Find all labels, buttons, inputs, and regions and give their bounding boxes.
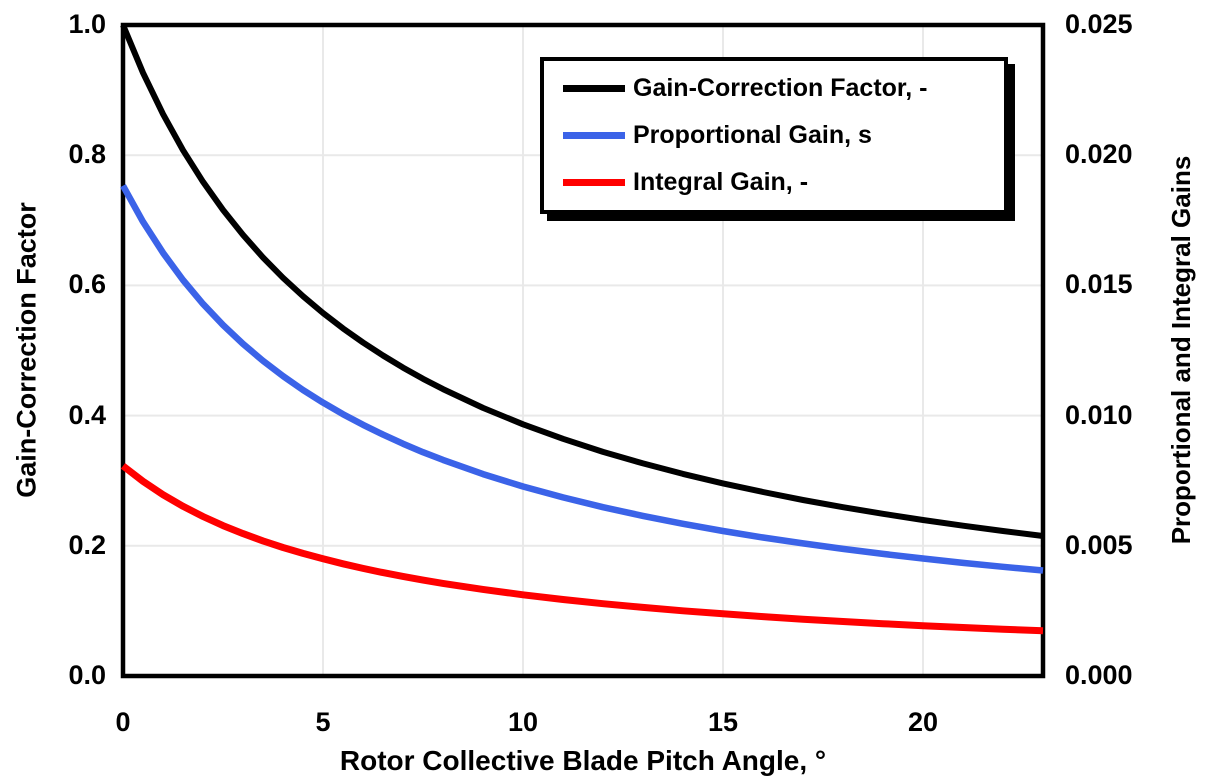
- x-tick-label: 10: [507, 706, 539, 737]
- legend-item-label: Gain-Correction Factor, -: [633, 74, 928, 102]
- right-y-tick-label: 0.005: [1065, 529, 1133, 560]
- left-y-tick-label: 0.4: [68, 399, 106, 430]
- right-y-tick-label: 0.020: [1065, 139, 1133, 170]
- left-y-tick-label: 0.6: [68, 269, 106, 300]
- right-y-tick-label: 0.010: [1065, 399, 1133, 430]
- x-tick-label: 5: [315, 706, 331, 737]
- series-lines: [120, 23, 1044, 635]
- legend-swatch-gain-correction-factor: [563, 85, 625, 92]
- x-tick-label: 0: [115, 706, 131, 737]
- left-y-tick-label: 0.2: [68, 529, 106, 560]
- left-axis-title: Gain-Correction Factor: [11, 202, 42, 498]
- right-y-tick-label: 0.015: [1065, 269, 1133, 300]
- legend-item: Integral Gain, -: [563, 167, 1004, 199]
- legend: Gain-Correction Factor, - Proportional Ga…: [540, 57, 1008, 214]
- right-y-tick-label: 0.000: [1065, 659, 1133, 690]
- legend-item-label: Integral Gain, -: [633, 168, 809, 196]
- legend-item: Proportional Gain, s: [563, 120, 1004, 152]
- x-tick-label: 15: [707, 706, 739, 737]
- legend-swatch-proportional-gain-s: [563, 132, 625, 139]
- x-tick-label: 20: [907, 706, 939, 737]
- left-y-tick-label: 0.8: [68, 139, 106, 170]
- gain-correction-factor-line: [120, 23, 1044, 539]
- x-axis-title: Rotor Collective Blade Pitch Angle, °: [339, 745, 827, 776]
- left-y-tick-label: 1.0: [68, 8, 106, 39]
- right-axis-title: Proportional and Integral Gains: [1166, 155, 1196, 545]
- integral-gain-line: [120, 463, 1044, 635]
- left-y-tick-label: 0.0: [68, 659, 106, 690]
- right-y-tick-label: 0.025: [1065, 8, 1133, 39]
- chart-figure: 1.0 0.8 0.6 0.4 0.2 0.0 0.025 0.020 0.015 0.010 0…: [11, 8, 1196, 775]
- legend-item-label: Proportional Gain, s: [633, 121, 872, 149]
- plot-border: [120, 22, 1046, 679]
- proportional-gain-s-line: [120, 184, 1044, 574]
- legend-item: Gain-Correction Factor, -: [563, 73, 1004, 105]
- legend-swatch-integral-gain: [563, 179, 625, 186]
